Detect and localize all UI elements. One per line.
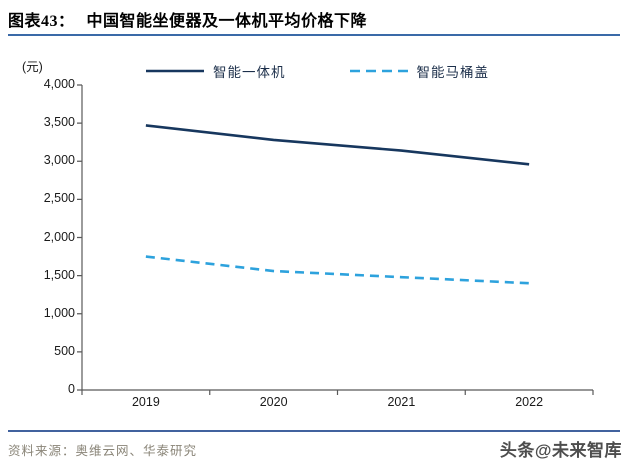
legend-label: 智能马桶盖 [416, 65, 489, 80]
legend-item-solid-series: 智能一体机 [146, 61, 286, 81]
x-tick-label: 2019 [131, 395, 160, 409]
axis-lines [81, 85, 593, 391]
chart-legend: 智能一体机 智能马桶盖 [146, 61, 489, 81]
axis-tick-marks [77, 84, 594, 395]
solid-line-swatch-icon [146, 69, 204, 73]
y-tick-label: 2,500 [43, 191, 75, 206]
legend-label: 智能一体机 [213, 65, 286, 80]
series-line-smart-toilet-lid [145, 255, 530, 285]
y-tick-label: 1,000 [43, 305, 75, 320]
y-tick-label: 3,000 [43, 153, 75, 168]
footer-divider [8, 430, 620, 432]
y-tick-label: 0 [68, 382, 75, 396]
x-tick-label: 2021 [387, 395, 416, 409]
y-tick-label: 2,000 [43, 229, 75, 244]
watermark: 头条@未来智库 [499, 441, 622, 460]
source-note: 资料来源：奥维云网、华泰研究 [8, 444, 198, 458]
legend-item-dashed-series: 智能马桶盖 [349, 61, 490, 81]
y-tick-label: 4,000 [43, 77, 75, 91]
chart-title-prefix: 图表43： [8, 13, 75, 30]
y-tick-label: 500 [54, 343, 75, 358]
y-tick-label: 3,500 [43, 115, 75, 130]
chart-title-text: 中国智能坐便器及一体机平均价格下降 [86, 13, 368, 30]
x-tick-label: 2022 [515, 395, 544, 409]
chart-title: 图表43： 中国智能坐便器及一体机平均价格下降 [8, 7, 620, 31]
y-axis-unit-label: (元) [22, 60, 43, 74]
dashed-line-swatch-icon [349, 69, 408, 73]
series-line-integrated-smart-toilet [145, 124, 530, 166]
title-divider [8, 34, 620, 36]
x-tick-label: 2020 [259, 395, 288, 409]
y-tick-label: 1,500 [43, 267, 75, 282]
